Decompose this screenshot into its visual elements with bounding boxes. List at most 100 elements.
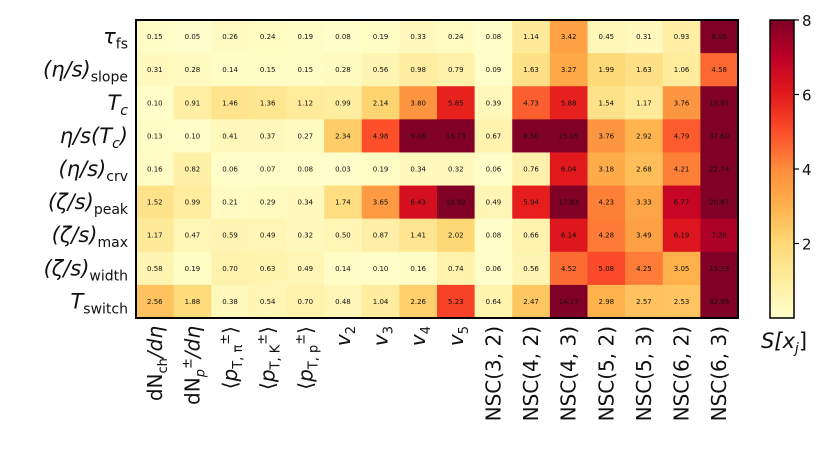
cell-value-label: 0.14 xyxy=(335,265,351,273)
heatmap-cell xyxy=(587,86,626,120)
heatmap-cell xyxy=(437,185,476,220)
heatmap-cell xyxy=(399,119,438,153)
cell-value-label: 0.98 xyxy=(410,66,426,74)
heatmap-cell xyxy=(248,119,287,153)
cell-value-label: 0.06 xyxy=(486,265,502,273)
cell-value-label: 2.14 xyxy=(373,99,389,107)
heatmap-cell xyxy=(248,284,287,319)
heatmap-cell xyxy=(211,86,250,120)
cell-value-label: 0.54 xyxy=(260,298,276,306)
heatmap-cell xyxy=(361,185,400,220)
heatmap-cell xyxy=(399,53,438,87)
cell-value-label: 1.52 xyxy=(147,199,163,207)
heatmap-cell xyxy=(286,284,325,319)
heatmap-cell xyxy=(549,119,588,153)
heatmap-cell xyxy=(324,152,363,187)
cell-value-label: 0.21 xyxy=(222,199,238,207)
heatmap-cell xyxy=(324,218,363,253)
heatmap-cell xyxy=(700,152,739,187)
heatmap-cell xyxy=(361,86,400,120)
cell-value-label: 0.14 xyxy=(222,66,238,74)
heatmap-cell xyxy=(437,152,476,187)
heatmap-cell xyxy=(512,119,551,153)
heatmap-cell xyxy=(399,251,438,286)
cell-value-label: 2.47 xyxy=(523,298,539,306)
heatmap-cell xyxy=(662,152,701,187)
heatmap-cell xyxy=(324,284,363,319)
heatmap-cell xyxy=(324,53,363,87)
cell-value-label: 42.99 xyxy=(709,298,729,306)
cell-value-label: 0.08 xyxy=(298,166,314,174)
cell-value-label: 0.41 xyxy=(222,132,238,140)
column-label: v2 xyxy=(331,326,359,346)
cell-value-label: 3.49 xyxy=(636,232,652,240)
cell-value-label: 0.99 xyxy=(335,99,351,107)
heatmap-cell xyxy=(549,251,588,286)
column-label: dNch/dη xyxy=(143,326,171,401)
cell-value-label: 1.74 xyxy=(335,199,351,207)
heatmap-cell xyxy=(587,218,626,253)
heatmap-cell xyxy=(248,185,287,220)
heatmap-cell xyxy=(173,152,212,187)
heatmap-cell xyxy=(662,284,701,319)
heatmap-cell xyxy=(399,185,438,220)
cell-value-label: 0.67 xyxy=(486,132,502,140)
heatmap-cell xyxy=(512,218,551,253)
heatmap-cell xyxy=(474,53,513,87)
cell-value-label: 16.73 xyxy=(446,132,466,140)
heatmap-cell xyxy=(136,53,175,87)
heatmap-cell xyxy=(700,284,739,319)
cell-value-label: 3.65 xyxy=(373,199,389,207)
heatmap-cell xyxy=(625,53,664,87)
cell-value-label: 6.77 xyxy=(674,199,690,207)
column-label: NSC(5, 3) xyxy=(632,326,656,421)
column-label: NSC(6, 2) xyxy=(670,326,694,421)
column-label: v4 xyxy=(406,326,434,346)
heatmap-cell xyxy=(399,152,438,187)
heatmap-cell xyxy=(587,119,626,153)
cell-value-label: 0.06 xyxy=(222,166,238,174)
cell-value-label: 1.88 xyxy=(185,298,201,306)
heatmap-cell xyxy=(248,53,287,87)
cell-value-label: 0.28 xyxy=(335,66,351,74)
cell-value-label: 0.31 xyxy=(147,66,163,74)
heatmap-cell xyxy=(437,20,476,54)
cell-value-label: 0.74 xyxy=(448,265,464,273)
heatmap-cell xyxy=(587,251,626,286)
heatmap-cell xyxy=(248,251,287,286)
heatmap-cell xyxy=(474,284,513,319)
cell-value-label: 3.80 xyxy=(410,99,426,107)
cell-value-label: 13.81 xyxy=(709,99,729,107)
heatmap-cell xyxy=(474,152,513,187)
heatmap-cell xyxy=(512,185,551,220)
cell-value-label: 0.56 xyxy=(373,66,389,74)
cell-value-label: 0.26 xyxy=(222,33,238,41)
cell-value-label: 1.36 xyxy=(260,99,276,107)
heatmap-cell xyxy=(399,284,438,319)
cell-value-label: 0.45 xyxy=(599,33,615,41)
heatmap-cell xyxy=(625,119,664,153)
cell-value-label: 0.64 xyxy=(486,298,502,306)
cell-value-label: 0.28 xyxy=(185,66,201,74)
cell-value-label: 0.27 xyxy=(298,132,314,140)
heatmap-cell xyxy=(361,251,400,286)
heatmap-cell xyxy=(700,251,739,286)
heatmap-cell xyxy=(286,20,325,54)
column-label: NSC(4, 3) xyxy=(557,326,581,421)
cell-value-label: 0.19 xyxy=(373,166,389,174)
cell-value-label: 0.66 xyxy=(523,232,539,240)
cell-value-label: 7.28 xyxy=(711,232,727,240)
heatmap-cell xyxy=(474,119,513,153)
heatmap-cell xyxy=(549,185,588,220)
cell-value-label: 0.32 xyxy=(448,166,464,174)
cell-value-label: 3.76 xyxy=(674,99,690,107)
heatmap-cell xyxy=(136,284,175,319)
column-label: NSC(5, 2) xyxy=(594,326,618,421)
heatmap-cell xyxy=(211,284,250,319)
heatmap-cell xyxy=(136,152,175,187)
heatmap-cell xyxy=(286,251,325,286)
heatmap-cell xyxy=(549,284,588,319)
cell-value-label: 0.06 xyxy=(486,166,502,174)
cell-value-label: 0.87 xyxy=(373,232,389,240)
